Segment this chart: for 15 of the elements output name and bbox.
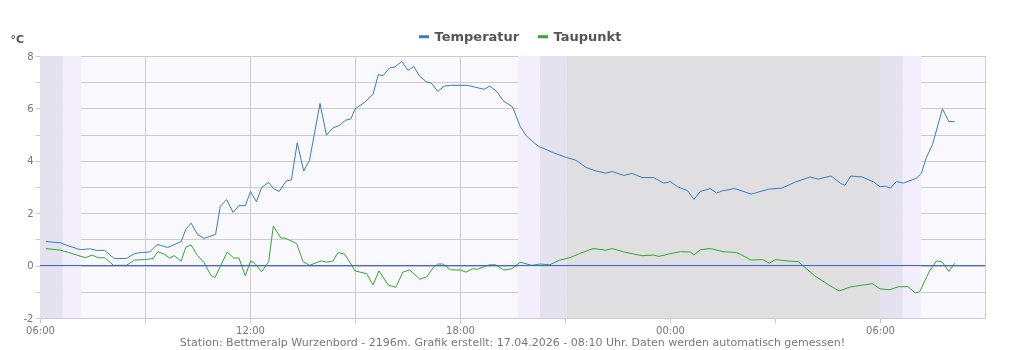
legend-label: Temperatur: [434, 28, 520, 44]
x-tick-label: 12:00: [236, 324, 265, 336]
x-tick-label: 00:00: [656, 324, 685, 336]
y-tick-label: 4: [27, 155, 34, 167]
x-tick-label: 18:00: [446, 324, 475, 336]
x-tick-label: 06:00: [26, 324, 55, 336]
y-axis-title: °C: [10, 32, 25, 46]
y-tick-label: 6: [27, 102, 34, 114]
text: Station: Bettmeralp Wurzenbord - 2196m. Grafik erstellt: 17.04.2026 - 08:10 Uhr. Daten werden automatisch gemessen!: [179, 336, 846, 349]
legend-label: Taupunkt: [553, 28, 622, 44]
y-tick-label: 8: [27, 50, 34, 62]
x-tick-label: 06:00: [866, 324, 895, 336]
y-tick-label: -2: [23, 312, 34, 324]
y-tick-label: 2: [27, 207, 34, 219]
y-tick-label: 0: [27, 260, 34, 272]
